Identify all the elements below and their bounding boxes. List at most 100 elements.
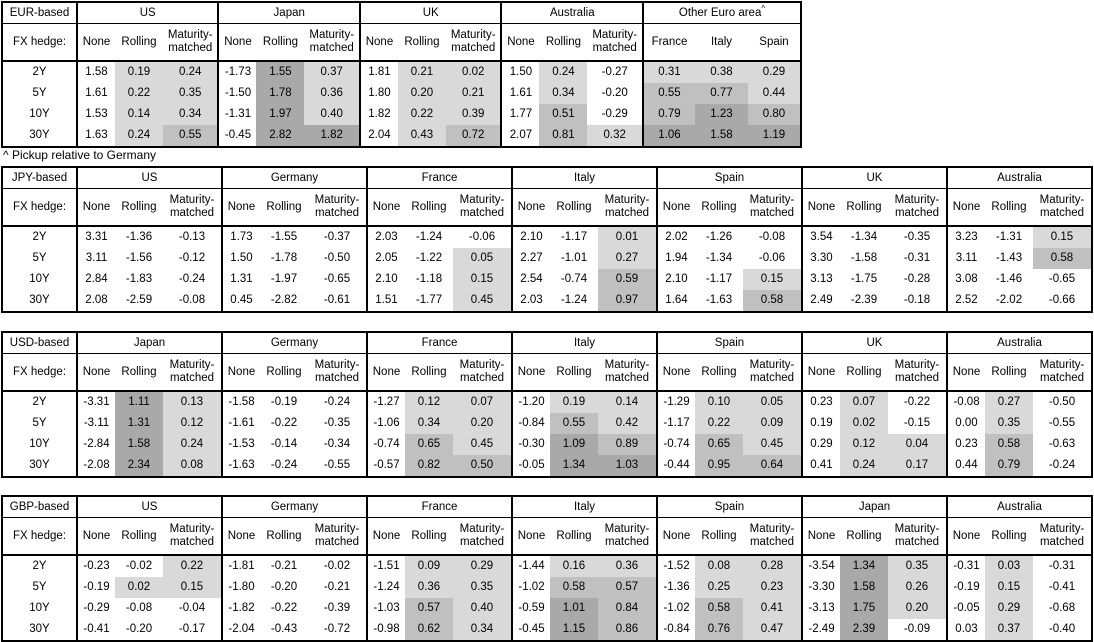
hedge-column-header: Rolling (260, 188, 308, 227)
value-cell: 2.02 (656, 226, 695, 248)
value-cell: -1.29 (656, 391, 695, 413)
tenor-label: 2Y (2, 555, 78, 577)
value-cell: 0.80 (747, 104, 801, 125)
hedge-column-header: Rolling (985, 353, 1033, 392)
hedge-column-header: None (656, 353, 695, 392)
country-header: Germany (221, 167, 367, 189)
country-header: Australia (500, 2, 643, 24)
value-cell: -0.31 (903, 252, 931, 264)
hedge-column-header: None (76, 353, 115, 392)
value-cell: -1.50 (217, 83, 257, 104)
hedge-column-header: Rolling (840, 353, 888, 392)
hedge-column-header: Maturity-matched (1033, 188, 1092, 227)
value-cell: 0.45 (453, 290, 512, 312)
tenor-label: 5Y (2, 83, 78, 104)
hedge-column-header: Rolling (539, 23, 588, 62)
value-cell: 1.34 (550, 455, 598, 477)
value-cell: -3.13 (801, 598, 840, 619)
value-cell: -0.08 (178, 294, 206, 306)
value-cell: -1.83 (125, 273, 153, 285)
value-cell: 0.17 (888, 455, 947, 477)
hedge-column-header: Rolling (260, 517, 308, 556)
country-header: France (366, 496, 512, 518)
value-cell: -1.51 (366, 555, 405, 577)
value-cell: 0.28 (743, 555, 802, 577)
value-cell: 2.84 (76, 269, 115, 290)
value-cell: 0.00 (946, 413, 985, 434)
value-cell: 0.03 (985, 555, 1033, 577)
value-cell: 2.07 (500, 125, 540, 147)
jpy-based-table: JPY-based US Germany France Italy Spain UK Aust… (1, 166, 1093, 313)
country-header: Italy (511, 332, 657, 354)
value-cell: -0.31 (946, 555, 985, 577)
value-cell: -3.11 (76, 413, 115, 434)
value-cell: 1.80 (358, 83, 398, 104)
value-cell: 0.19 (801, 413, 840, 434)
value-cell: -1.46 (995, 273, 1023, 285)
value-cell: 1.34 (840, 555, 888, 577)
value-cell: 1.53 (76, 104, 115, 125)
value-cell: 0.12 (405, 391, 453, 413)
value-cell: 1.01 (550, 598, 598, 619)
value-cell: 0.22 (397, 104, 446, 125)
value-cell: -0.13 (178, 231, 206, 243)
value-cell: -1.63 (221, 455, 260, 477)
hedge-column-header: None (366, 517, 405, 556)
value-cell: 0.15 (743, 269, 802, 290)
value-cell: -0.21 (270, 560, 298, 572)
hedge-column-header: Maturity-matched (308, 188, 367, 227)
value-cell: -2.59 (125, 294, 153, 306)
value-cell: 0.07 (840, 391, 888, 413)
hedge-column-header: Rolling (405, 517, 453, 556)
value-cell: 0.29 (801, 434, 840, 455)
value-cell: 0.55 (550, 413, 598, 434)
value-cell: 1.82 (304, 125, 360, 147)
hedge-column-header: Rolling (256, 23, 305, 62)
value-cell: 1.82 (358, 104, 398, 125)
value-cell: -1.63 (705, 294, 733, 306)
tenor-label: 5Y (2, 248, 78, 269)
value-cell: 0.12 (163, 413, 222, 434)
value-cell: -0.17 (178, 623, 206, 635)
value-cell: 1.31 (221, 269, 260, 290)
country-header: Spain (656, 496, 802, 518)
value-cell: 0.44 (946, 455, 985, 477)
hedge-column-header: Rolling (397, 23, 446, 62)
hedge-column-header: Rolling (695, 517, 743, 556)
value-cell: 0.58 (743, 290, 802, 312)
value-cell: 0.08 (695, 555, 743, 577)
hedge-column-header: Maturity-matched (163, 23, 219, 62)
hedge-column-header: Rolling (115, 353, 163, 392)
value-cell: 1.81 (358, 61, 398, 83)
hedge-column-header: Rolling (550, 353, 598, 392)
value-cell: -3.30 (801, 577, 840, 598)
value-cell: -1.56 (125, 252, 153, 264)
hedge-column-header: None (76, 517, 115, 556)
hedge-column-header: None (946, 188, 985, 227)
value-cell: -0.15 (903, 417, 931, 429)
hedge-column-header: None (801, 517, 840, 556)
value-cell: -0.19 (946, 577, 985, 598)
value-cell: 0.40 (453, 598, 512, 619)
hedge-column-header: None (221, 353, 260, 392)
country-header: UK (358, 2, 502, 24)
usd-based-table: USD-based Japan Germany France Italy Spain UK A… (1, 331, 1093, 478)
value-cell: -0.20 (125, 623, 153, 635)
value-cell: 3.13 (801, 269, 840, 290)
hedge-column-header: Maturity-matched (453, 353, 512, 392)
value-cell: -1.36 (125, 231, 153, 243)
value-cell: -0.27 (601, 66, 628, 78)
country-header: US (76, 496, 222, 518)
value-cell: -1.17 (560, 231, 588, 243)
value-cell: -0.50 (323, 252, 351, 264)
value-cell: -0.24 (323, 396, 351, 408)
value-cell: 1.51 (366, 290, 405, 312)
value-cell: -0.84 (656, 619, 695, 641)
value-cell: 0.79 (985, 455, 1033, 477)
value-cell: -0.41 (76, 619, 115, 641)
hedge-column-header: None (511, 188, 550, 227)
hedge-column-header: Maturity-matched (308, 517, 367, 556)
value-cell: -1.55 (270, 231, 298, 243)
value-cell: -0.35 (903, 231, 931, 243)
country-header: France (366, 332, 512, 354)
